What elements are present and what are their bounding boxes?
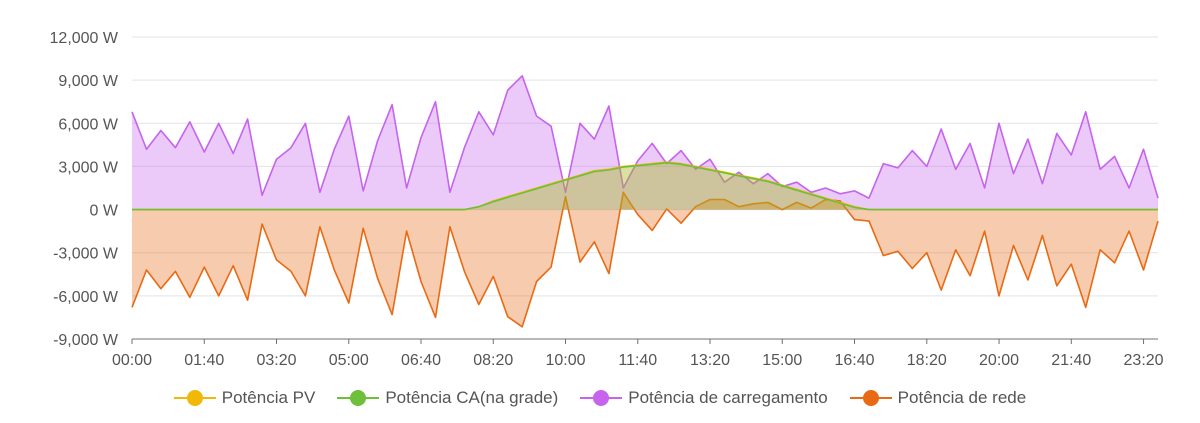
legend-swatch-icon — [849, 390, 892, 406]
series-area — [132, 75, 1158, 210]
y-tick-label: -3,000 W — [53, 246, 119, 263]
x-tick-label: 13:20 — [690, 352, 730, 369]
x-tick-label: 03:20 — [256, 352, 296, 369]
series-line — [131, 191, 1159, 328]
y-tick-label: 0 W — [90, 203, 119, 220]
chart-legend: Potência PV Potência CA(na grade) Potência… — [0, 388, 1200, 408]
x-tick-label: 20:00 — [979, 352, 1019, 369]
legend-item[interactable]: Potência de carregamento — [580, 388, 828, 408]
legend-swatch-icon — [580, 390, 623, 406]
x-tick-label: 11:40 — [618, 352, 657, 369]
x-tick-label: 18:20 — [907, 352, 947, 369]
series-area — [132, 162, 1158, 210]
x-tick-label: 16:40 — [835, 352, 875, 369]
legend-label: Potência de carregamento — [628, 388, 828, 407]
legend-swatch-icon — [173, 390, 216, 406]
series-line — [132, 162, 1158, 211]
legend-item[interactable]: Potência de rede — [849, 388, 1027, 408]
y-tick-label: 6,000 W — [58, 116, 118, 133]
series-line — [131, 75, 1159, 199]
legend-item[interactable]: Potência PV — [173, 388, 316, 408]
y-tick-label: 3,000 W — [58, 159, 118, 176]
x-tick-label: 08:20 — [473, 352, 513, 369]
y-tick-label: -6,000 W — [53, 289, 119, 306]
y-tick-label: -9,000 W — [53, 332, 119, 349]
y-tick-label: 12,000 W — [50, 30, 119, 47]
x-tick-label: 00:00 — [112, 352, 152, 369]
legend-label: Potência CA(na grade) — [385, 388, 559, 407]
legend-swatch-icon — [337, 390, 380, 406]
legend-label: Potência de rede — [897, 388, 1027, 407]
x-tick-label: 05:00 — [329, 352, 369, 369]
x-tick-label: 10:00 — [545, 352, 585, 369]
legend-item[interactable]: Potência CA(na grade) — [337, 388, 558, 408]
x-tick-label: 21:40 — [1051, 352, 1091, 369]
x-tick-label: 15:00 — [762, 352, 802, 369]
x-tick-label: 06:40 — [401, 352, 441, 369]
chart-plot-area: 12,000 W 9,000 W 6,000 W 3,000 W 0 W -3,000 W… — [50, 30, 1164, 369]
series-area — [132, 192, 1158, 327]
series-area — [132, 162, 1158, 210]
y-tick-label: 9,000 W — [58, 73, 118, 90]
x-tick-label: 23:20 — [1124, 352, 1164, 369]
legend-label: Potência PV — [221, 388, 316, 407]
x-tick-label: 01:40 — [184, 352, 224, 369]
